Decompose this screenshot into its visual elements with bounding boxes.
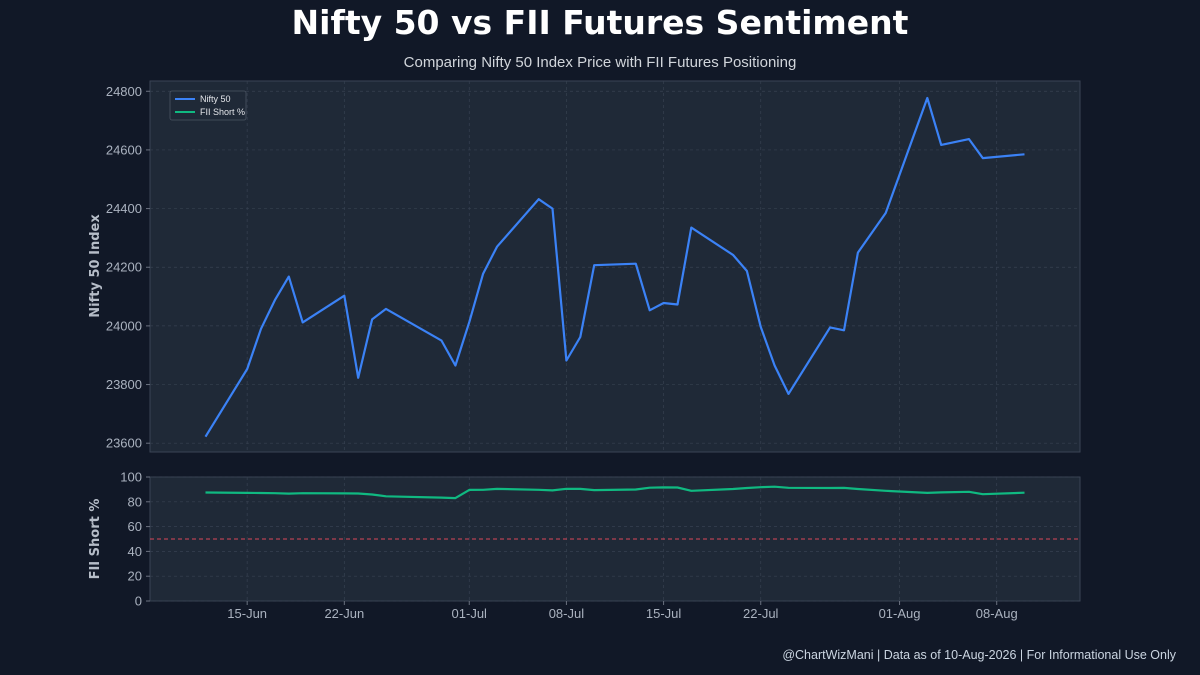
- price-y-tick-label: 23600: [106, 436, 142, 451]
- chart-title: Nifty 50 vs FII Futures Sentiment: [292, 3, 909, 42]
- x-tick-label: 01-Aug: [879, 606, 921, 621]
- price-y-axis: 23600 23800 24000 24200 24400 24600 24800: [106, 84, 150, 451]
- x-tick-label: 22-Jun: [324, 606, 364, 621]
- fii-short-series-line: [205, 485, 1025, 500]
- x-tick-label: 01-Jul: [452, 606, 488, 621]
- price-y-tick-label: 24200: [106, 260, 142, 275]
- chart-subtitle: Comparing Nifty 50 Index Price with FII …: [404, 54, 797, 71]
- legend-label-fii: FII Short %: [200, 107, 245, 117]
- fii-y-tick-label: 80: [128, 494, 142, 509]
- legend-label-nifty: Nifty 50: [200, 94, 231, 104]
- fii-y-tick-label: 0: [135, 594, 142, 609]
- fii-y-tick-label: 20: [128, 569, 142, 584]
- price-y-axis-label: Nifty 50 Index: [88, 214, 103, 318]
- x-tick-label: 08-Jul: [549, 606, 585, 621]
- price-grid: [150, 81, 1080, 452]
- x-tick-label: 08-Aug: [976, 606, 1018, 621]
- price-y-tick-label: 23800: [106, 377, 142, 392]
- price-y-tick-label: 24000: [106, 318, 142, 333]
- legend: Nifty 50 FII Short %: [169, 90, 247, 121]
- x-axis: 15-Jun 22-Jun 01-Jul 08-Jul 15-Jul 22-Jul 01-A…: [227, 601, 1018, 621]
- price-panel: [149, 80, 1081, 453]
- fii-y-tick-label: 100: [120, 470, 142, 485]
- price-y-tick-label: 24800: [106, 84, 142, 99]
- footer-note: @ChartWizMani | Data as of 10-Aug-2026 |…: [782, 648, 1176, 662]
- nifty-50-series-line: [204, 96, 1025, 438]
- price-y-tick-label: 24400: [106, 201, 142, 216]
- x-tick-label: 15-Jun: [227, 606, 267, 621]
- x-tick-label: 15-Jul: [646, 606, 682, 621]
- fii-y-tick-label: 60: [128, 519, 142, 534]
- fii-y-axis: 0 20 40 60 80 100: [120, 470, 150, 609]
- fii-y-axis-label: FII Short %: [88, 499, 103, 580]
- x-tick-label: 22-Jul: [743, 606, 779, 621]
- price-y-tick-label: 24600: [106, 142, 142, 157]
- fii-y-tick-label: 40: [128, 544, 142, 559]
